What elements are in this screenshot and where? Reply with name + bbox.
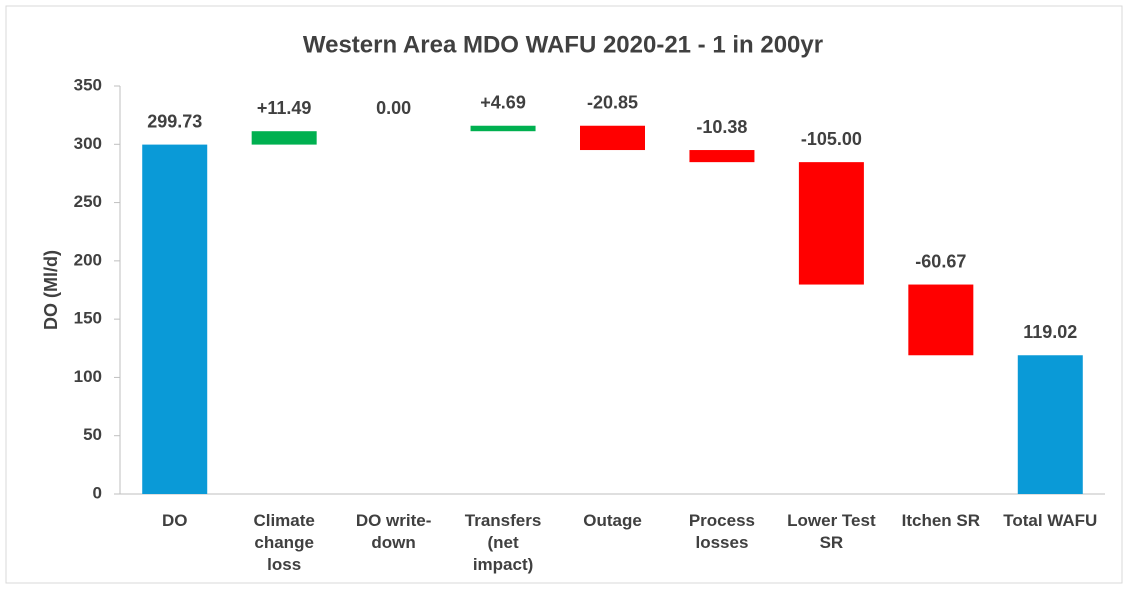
x-tick-label: Climate change loss xyxy=(253,511,315,574)
value-label: +11.49 xyxy=(257,98,312,118)
y-axis-label: DO (Ml/d) xyxy=(41,250,61,330)
bar xyxy=(580,125,645,151)
value-label: -60.67 xyxy=(915,251,966,271)
y-tick-label: 200 xyxy=(74,250,102,269)
value-label: +4.69 xyxy=(480,92,526,112)
value-label: -20.85 xyxy=(587,92,638,112)
bar xyxy=(908,284,974,356)
bar xyxy=(689,150,755,163)
bar xyxy=(470,125,536,132)
x-tick-label: DO xyxy=(161,511,188,530)
y-tick-label: 0 xyxy=(93,483,102,502)
y-tick-label: 150 xyxy=(74,309,102,328)
y-tick-label: 50 xyxy=(83,425,102,444)
y-tick-label: 350 xyxy=(74,75,102,94)
y-tick-label: 100 xyxy=(74,367,102,386)
bar xyxy=(1017,355,1083,494)
x-tick-label: Lower Test SR xyxy=(787,511,876,552)
chart-border xyxy=(5,5,1123,584)
value-label: 299.73 xyxy=(147,111,202,131)
value-label: -105.00 xyxy=(801,129,862,149)
x-tick-label: Itchen SR xyxy=(901,511,981,530)
x-tick-label: Process losses xyxy=(688,511,756,552)
bar xyxy=(251,131,317,145)
value-label: -10.38 xyxy=(696,117,747,137)
y-tick-label: 250 xyxy=(74,192,102,211)
bar xyxy=(142,144,208,494)
chart-title: Western Area MDO WAFU 2020-21 - 1 in 200… xyxy=(303,31,823,58)
value-label: 119.02 xyxy=(1023,322,1077,342)
bar xyxy=(798,162,864,285)
y-tick-label: 300 xyxy=(74,134,102,153)
x-tick-label: Transfers (net impact) xyxy=(464,511,542,574)
x-tick-label: DO write-down xyxy=(355,511,432,552)
x-tick-label: Outage xyxy=(583,511,642,530)
value-label: 0.00 xyxy=(376,98,411,118)
x-tick-label: Total WAFU xyxy=(1003,511,1098,530)
